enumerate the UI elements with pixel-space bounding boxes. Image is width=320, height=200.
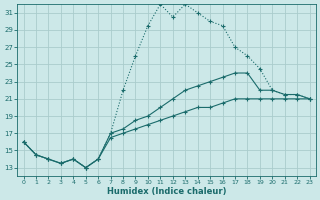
X-axis label: Humidex (Indice chaleur): Humidex (Indice chaleur) — [107, 187, 226, 196]
